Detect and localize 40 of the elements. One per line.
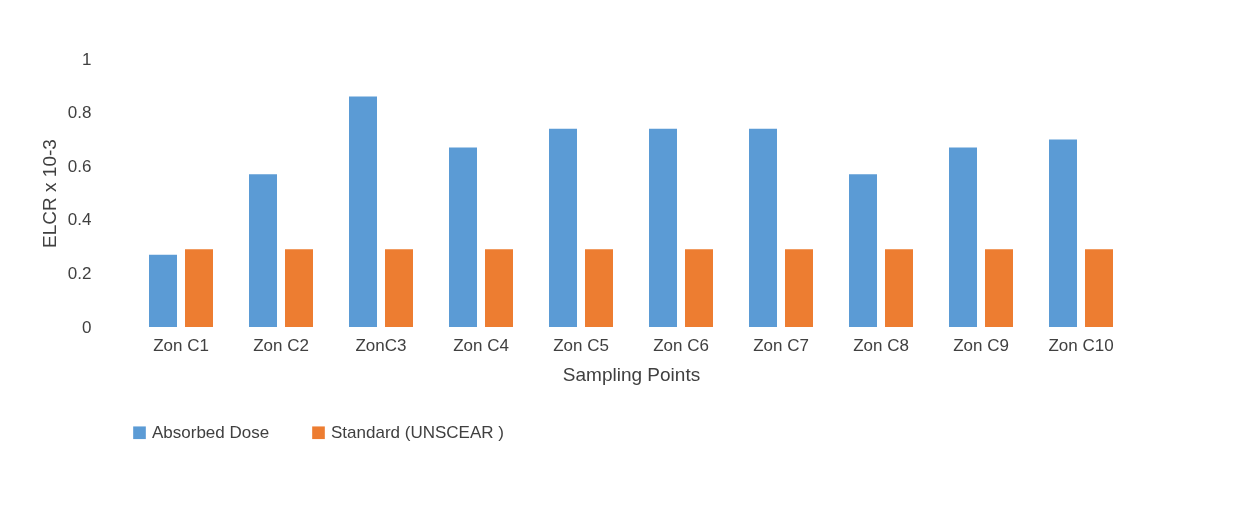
y-tick-label: 0.4	[67, 210, 92, 230]
bar	[549, 128, 577, 327]
bar	[285, 249, 313, 327]
bar	[185, 249, 213, 327]
x-tick-label: ZonC3	[355, 335, 407, 355]
y-axis-title: ELCR x 10-3	[38, 139, 60, 248]
bar	[685, 249, 713, 327]
y-tick-label: 0	[82, 317, 92, 337]
bar	[849, 174, 877, 327]
bar	[349, 96, 377, 327]
x-tick-label: Zon C7	[753, 335, 809, 355]
x-axis-title: Sampling Points	[562, 363, 701, 385]
y-tick-label: 1	[82, 49, 92, 69]
x-tick-label: Zon C8	[853, 335, 909, 355]
x-tick-label: Zon C9	[953, 335, 1009, 355]
bar	[749, 128, 777, 327]
bar	[1085, 249, 1113, 327]
bar	[449, 147, 477, 327]
legend-label: Absorbed Dose	[152, 422, 270, 442]
bar	[985, 249, 1013, 327]
y-tick-label: 0.2	[67, 263, 92, 283]
bar	[885, 249, 913, 327]
bar	[649, 128, 677, 327]
bar	[485, 249, 513, 327]
bar	[949, 147, 977, 327]
x-tick-label: Zon C10	[1048, 335, 1114, 355]
x-tick-label: Zon C6	[653, 335, 709, 355]
bar	[249, 174, 277, 327]
bar	[585, 249, 613, 327]
bar	[785, 249, 813, 327]
x-tick-label: Zon C4	[453, 335, 509, 355]
bar	[1049, 139, 1077, 327]
y-tick-label: 0.6	[67, 156, 92, 176]
bar	[149, 254, 177, 327]
x-tick-label: Zon C1	[153, 335, 209, 355]
bar	[385, 249, 413, 327]
legend-label: Standard (UNSCEAR )	[331, 422, 504, 442]
x-tick-label: Zon C5	[553, 335, 609, 355]
x-tick-label: Zon C2	[253, 335, 309, 355]
y-tick-label: 0.8	[67, 103, 92, 123]
